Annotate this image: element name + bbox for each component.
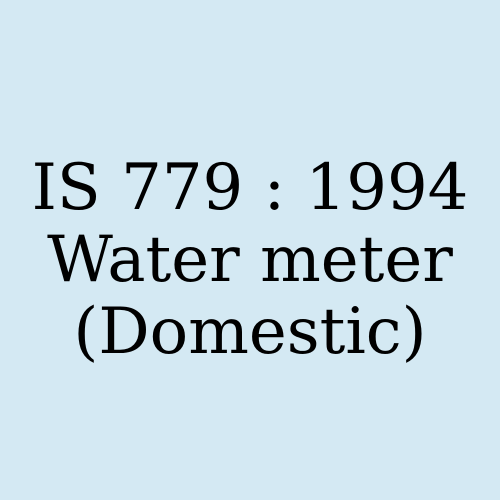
title-line-3: (Domestic) [73,295,427,369]
standard-number: IS 779 : 1994 [31,151,469,225]
title-line-2: Water meter [47,223,453,297]
